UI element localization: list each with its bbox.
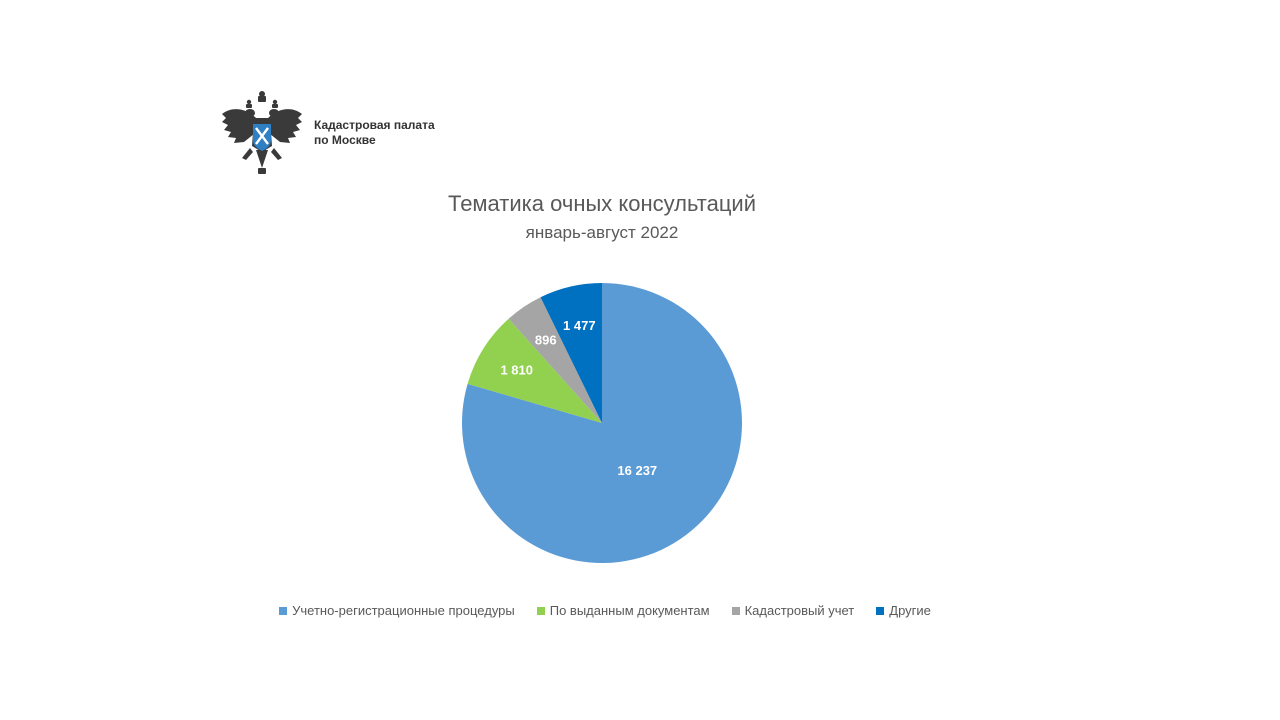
data-label-4: 1 477 — [563, 318, 596, 333]
data-label-1: 16 237 — [617, 463, 657, 478]
data-label-2: 1 810 — [500, 362, 533, 377]
legend-swatch — [279, 606, 288, 615]
legend-label: Кадастровый учет — [744, 603, 855, 618]
pie-slice-2 — [467, 318, 602, 423]
legend-swatch — [731, 606, 740, 615]
organization-name-line1: Кадастровая палата — [314, 118, 435, 132]
legend-swatch — [876, 606, 885, 615]
legend-item-3: Кадастровый учет — [731, 603, 855, 618]
legend-swatch — [536, 606, 545, 615]
legend-item-1: Учетно-регистрационные процедуры — [279, 603, 515, 618]
legend-label: По выданным документам — [549, 603, 710, 618]
pie-slice-4 — [540, 283, 602, 423]
chart-title: Тематика очных консультаций — [447, 191, 757, 216]
legend-item-4: Другие — [876, 603, 931, 618]
organization-name: Кадастровая палата по Москве — [314, 118, 435, 148]
legend-item-2: По выданным документам — [536, 603, 710, 618]
chart-legend: Учетно-регистрационные процедуры По выдан… — [0, 603, 1210, 618]
data-label-3: 896 — [535, 332, 557, 347]
chart-subtitle: январь-август 2022 — [525, 223, 679, 242]
logo: Кадастровая палата по Москве — [220, 88, 435, 178]
double-headed-eagle-icon — [222, 91, 302, 174]
legend-label: Учетно-регистрационные процедуры — [292, 603, 515, 618]
organization-name-line2: по Москве — [314, 133, 376, 147]
pie-slice-3 — [508, 297, 602, 423]
legend-label: Другие — [889, 603, 931, 618]
